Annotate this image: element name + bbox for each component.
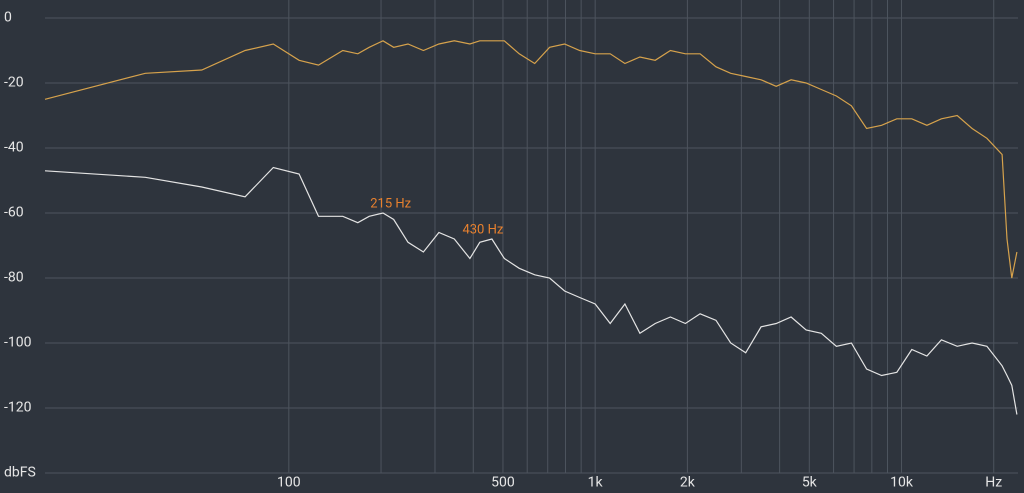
y-tick-label: dbFS [4, 465, 36, 481]
x-tick-label: Hz [985, 475, 1002, 491]
annotation: 215 Hz [370, 196, 411, 211]
series-line [44, 40, 1018, 279]
x-tick-label: 10k [890, 475, 914, 491]
series-line [44, 166, 1018, 415]
x-tick-label: 100 [277, 475, 301, 491]
annotation: 430 Hz [462, 222, 503, 237]
y-tick-label: -60 [4, 205, 24, 221]
y-tick-label: -100 [4, 335, 32, 351]
x-tick-label: 1k [588, 475, 604, 491]
y-tick-label: -120 [4, 400, 32, 416]
y-tick-label: -80 [4, 270, 24, 286]
x-tick-label: 2k [680, 475, 696, 491]
y-tick-label: -40 [4, 140, 24, 156]
y-tick-label: 0 [4, 10, 12, 26]
x-tick-label: 500 [491, 475, 515, 491]
x-tick-label: 5k [802, 475, 818, 491]
y-tick-label: -20 [4, 75, 24, 91]
